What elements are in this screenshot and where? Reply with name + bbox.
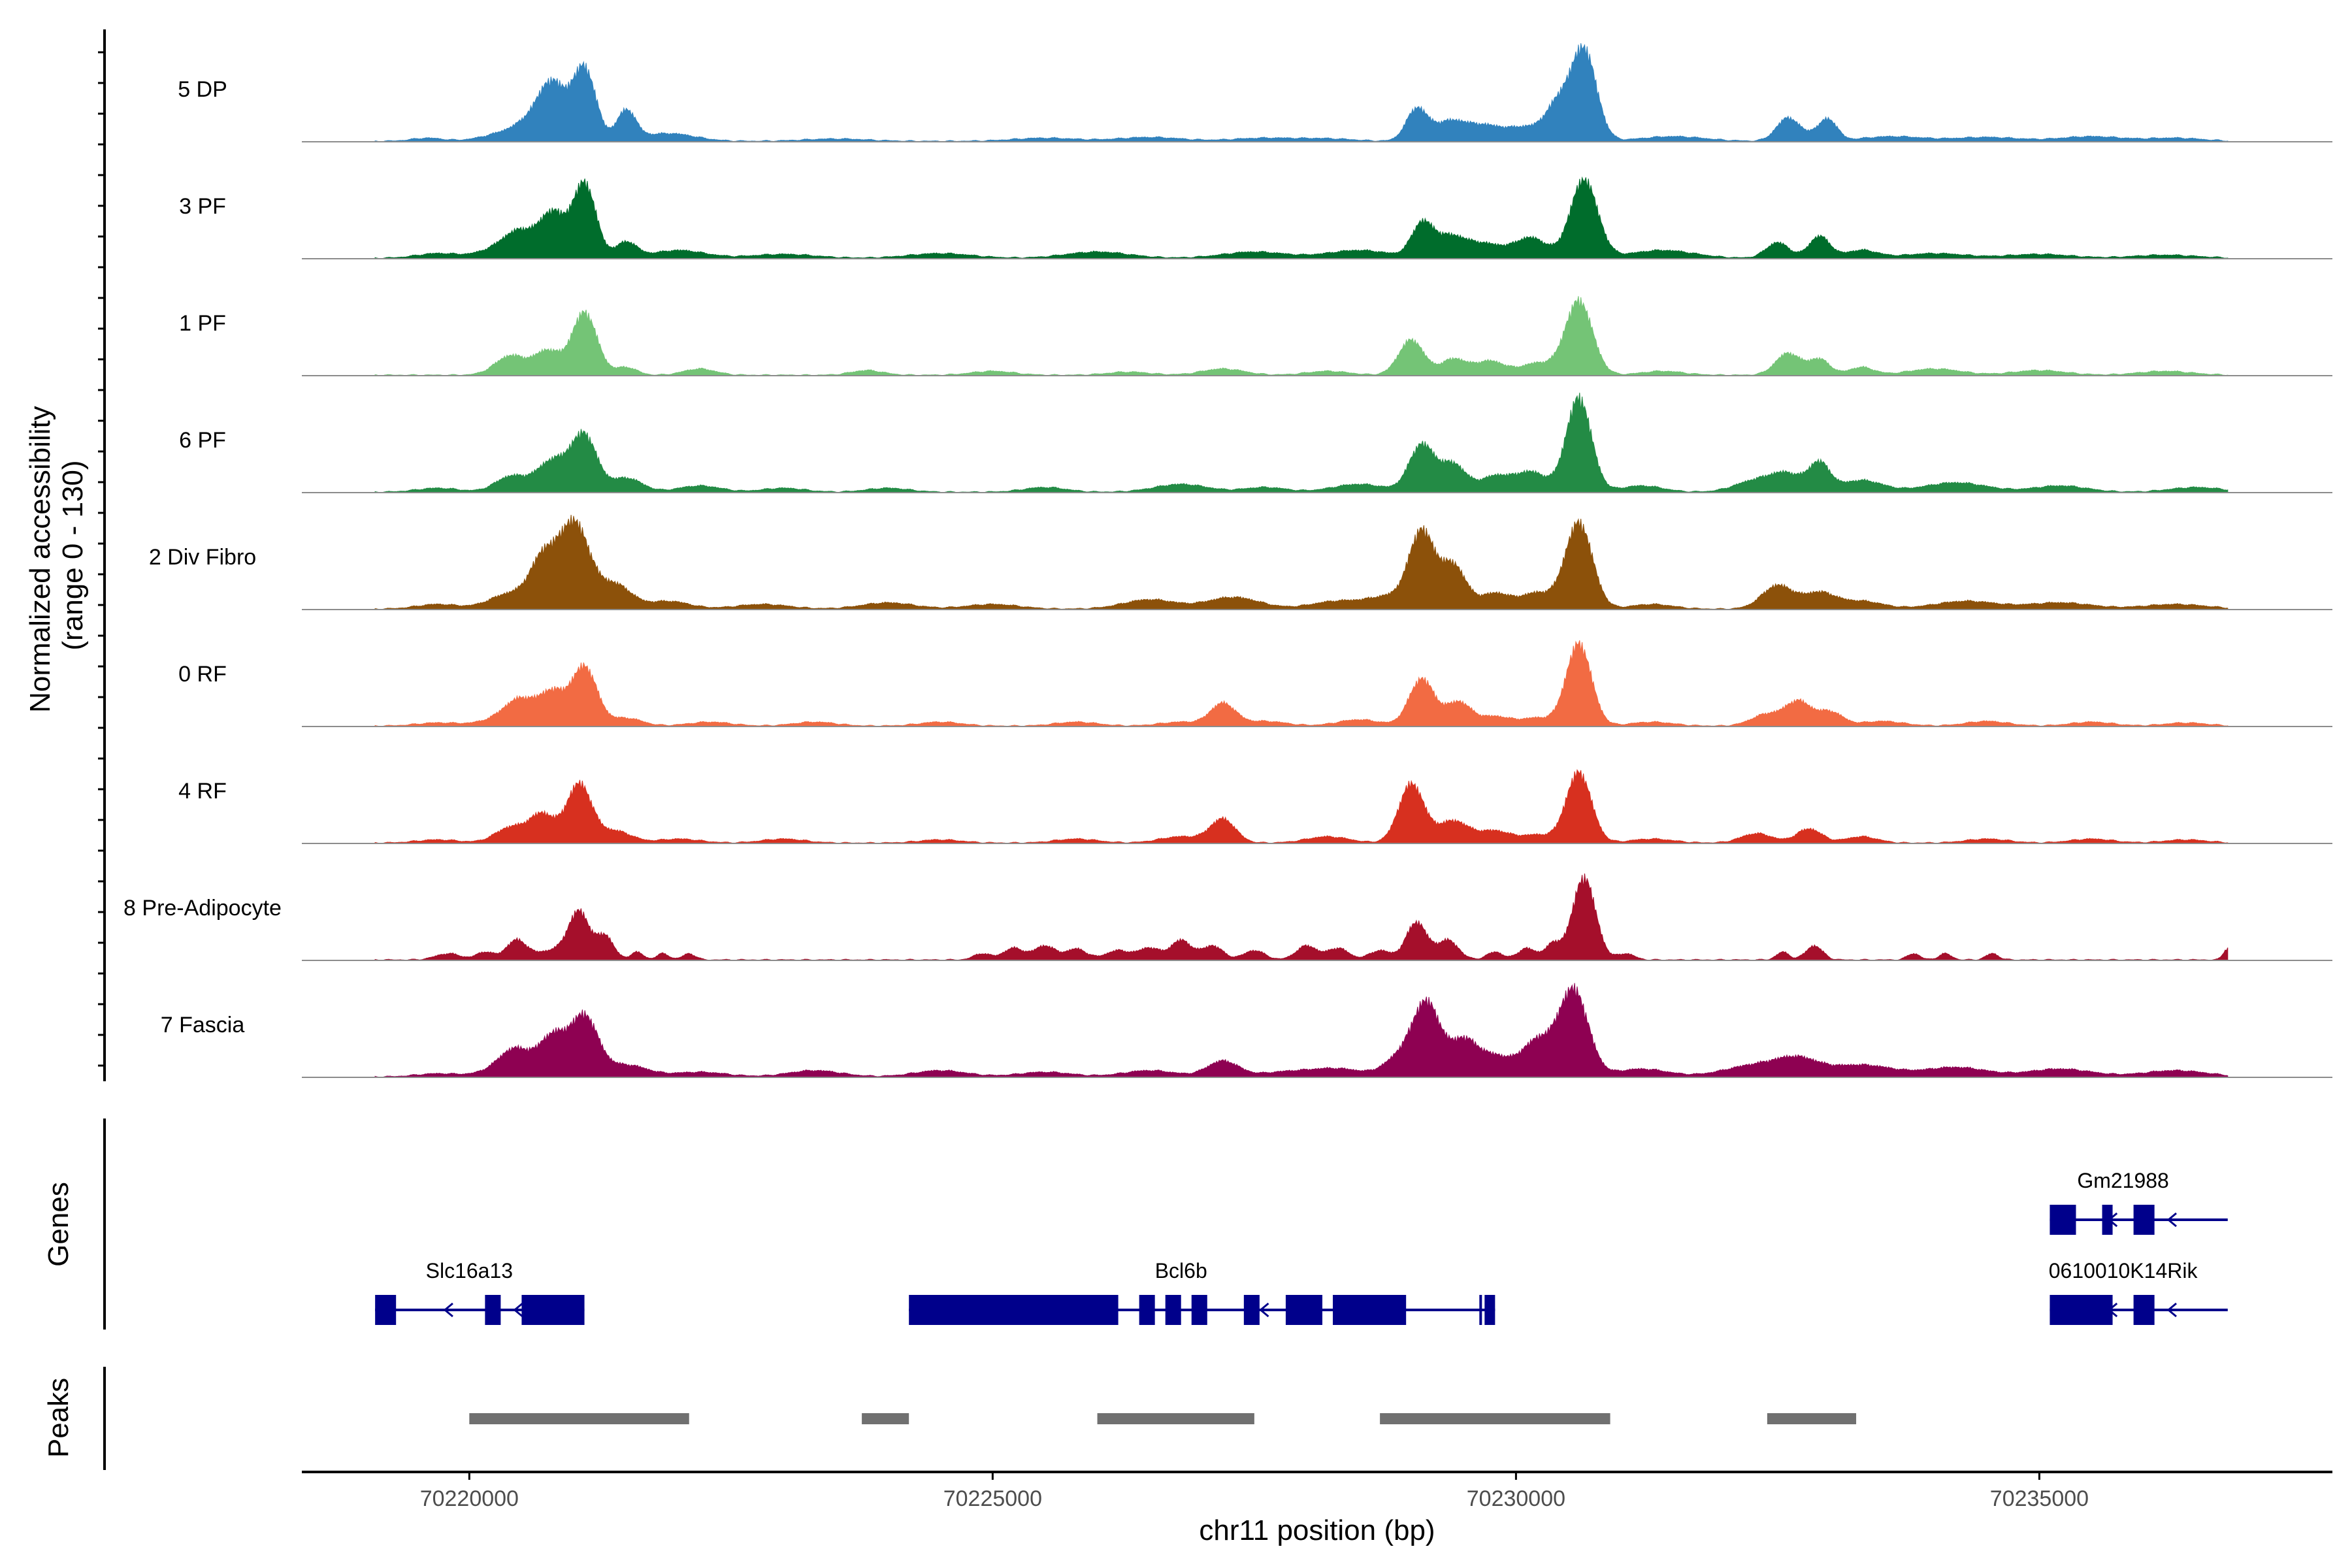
coverage-area-7-fascia xyxy=(374,983,2229,1078)
coverage-y-ticks xyxy=(98,51,105,1067)
track-label-4-rf: 4 RF xyxy=(178,779,227,804)
track-4-rf: 4 RF xyxy=(178,769,2332,844)
strand-chevron-icon xyxy=(2166,1212,2177,1228)
peak-region-0 xyxy=(469,1413,689,1424)
exon-bcl6b-6 xyxy=(1333,1295,1407,1325)
exon-slc16a13-1 xyxy=(485,1295,501,1325)
peak-region-3 xyxy=(1380,1413,1610,1424)
track-6-pf: 6 PF xyxy=(179,393,2332,493)
coverage-tracks: 5 DP 3 PF 1 PF 6 PF 2 Div Fibro 0 RF 4 RF 8 Pre… xyxy=(123,43,2332,1078)
coverage-y-title-line2: (range 0 - 130) xyxy=(57,460,89,650)
exon-bcl6b-0 xyxy=(909,1295,1119,1325)
exon-bcl6b-7 xyxy=(1479,1295,1482,1325)
gene-label-0610010k14rik: 0610010K14Rik xyxy=(2049,1259,2198,1282)
exon-bcl6b-3 xyxy=(1191,1295,1207,1325)
track-2-div-fibro: 2 Div Fibro xyxy=(149,515,2332,610)
x-tick-label-70220000: 70220000 xyxy=(420,1486,519,1511)
gene-label-gm21988: Gm21988 xyxy=(2077,1169,2169,1192)
x-axis-title: chr11 position (bp) xyxy=(1199,1514,1435,1546)
exon-bcl6b-1 xyxy=(1139,1295,1155,1325)
coverage-area-2-div-fibro xyxy=(374,515,2229,610)
track-label-3-pf: 3 PF xyxy=(179,194,226,219)
exon-bcl6b-2 xyxy=(1165,1295,1181,1325)
peaks-panel: Peaks xyxy=(42,1367,1857,1470)
exon-slc16a13-2 xyxy=(521,1295,585,1325)
track-label-8-pre-adipocyte: 8 Pre-Adipocyte xyxy=(123,896,282,921)
exon-gm21988-0 xyxy=(2050,1205,2076,1235)
exon-bcl6b-5 xyxy=(1285,1295,1323,1325)
peak-region-4 xyxy=(1767,1413,1857,1424)
coverage-area-6-pf xyxy=(374,393,2229,493)
peak-region-2 xyxy=(1097,1413,1254,1424)
coverage-area-0-rf xyxy=(374,640,2229,727)
x-tick-label-70235000: 70235000 xyxy=(1990,1486,2089,1511)
exon-slc16a13-0 xyxy=(375,1295,397,1325)
gene-0610010k14rik: 0610010K14Rik xyxy=(2049,1259,2228,1325)
track-label-7-fascia: 7 Fascia xyxy=(161,1013,245,1037)
track-label-0-rf: 0 RF xyxy=(178,662,227,687)
strand-chevron-icon xyxy=(2166,1302,2177,1318)
track-label-1-pf: 1 PF xyxy=(179,311,226,336)
x-tick-label-70230000: 70230000 xyxy=(1467,1486,1565,1511)
track-3-pf: 3 PF xyxy=(179,176,2332,259)
gene-label-slc16a13: Slc16a13 xyxy=(426,1259,513,1282)
track-8-pre-adipocyte: 8 Pre-Adipocyte xyxy=(123,874,2332,961)
exon-0610010k14rik-0 xyxy=(2050,1295,2113,1325)
track-0-rf: 0 RF xyxy=(178,640,2332,727)
strand-chevron-icon xyxy=(443,1302,453,1318)
strand-chevron-icon xyxy=(1259,1302,1269,1318)
track-label-5-dp: 5 DP xyxy=(178,77,227,102)
coverage-area-1-pf xyxy=(374,296,2229,376)
exon-0610010k14rik-1 xyxy=(2133,1295,2155,1325)
track-1-pf: 1 PF xyxy=(179,296,2332,376)
coverage-y-title: Normalized accessibility (range 0 - 130) xyxy=(24,398,89,713)
track-label-2-div-fibro: 2 Div Fibro xyxy=(149,545,256,570)
strand-chevron-icon xyxy=(513,1302,523,1318)
coverage-y-title-line1: Normalized accessibility xyxy=(24,406,56,712)
exon-gm21988-2 xyxy=(2133,1205,2155,1235)
coverage-area-5-dp xyxy=(374,43,2229,142)
coverage-area-3-pf xyxy=(374,176,2229,259)
genes-panel-title: Genes xyxy=(42,1182,74,1267)
gene-models: Slc16a13 Bcl6b Gm21988 0610010K14Rik xyxy=(375,1169,2228,1325)
x-axis: 70220000 70225000 70230000 70235000 chr11 p… xyxy=(302,1471,2332,1546)
track-5-dp: 5 DP xyxy=(178,43,2332,142)
x-tick-label-70225000: 70225000 xyxy=(943,1486,1042,1511)
exon-bcl6b-8 xyxy=(1484,1295,1495,1325)
gene-slc16a13: Slc16a13 xyxy=(375,1259,585,1325)
peak-regions xyxy=(469,1413,1857,1424)
exon-gm21988-1 xyxy=(2102,1205,2113,1235)
coverage-panel: Normalized accessibility (range 0 - 130)… xyxy=(24,29,2332,1081)
track-7-fascia: 7 Fascia xyxy=(161,983,2332,1078)
gene-label-bcl6b: Bcl6b xyxy=(1155,1259,1207,1282)
track-label-6-pf: 6 PF xyxy=(179,428,226,453)
peak-region-1 xyxy=(862,1413,909,1424)
gene-gm21988: Gm21988 xyxy=(2050,1169,2228,1235)
exon-bcl6b-4 xyxy=(1243,1295,1260,1325)
gene-bcl6b: Bcl6b xyxy=(909,1259,1495,1325)
genes-panel: Genes Slc16a13 Bcl6b Gm21988 0610010K14Rik xyxy=(42,1119,2228,1330)
coverage-area-8-pre-adipocyte xyxy=(374,874,2229,961)
peaks-panel-title: Peaks xyxy=(42,1378,74,1458)
x-axis-ticks: 70220000 70225000 70230000 70235000 xyxy=(420,1472,2089,1511)
